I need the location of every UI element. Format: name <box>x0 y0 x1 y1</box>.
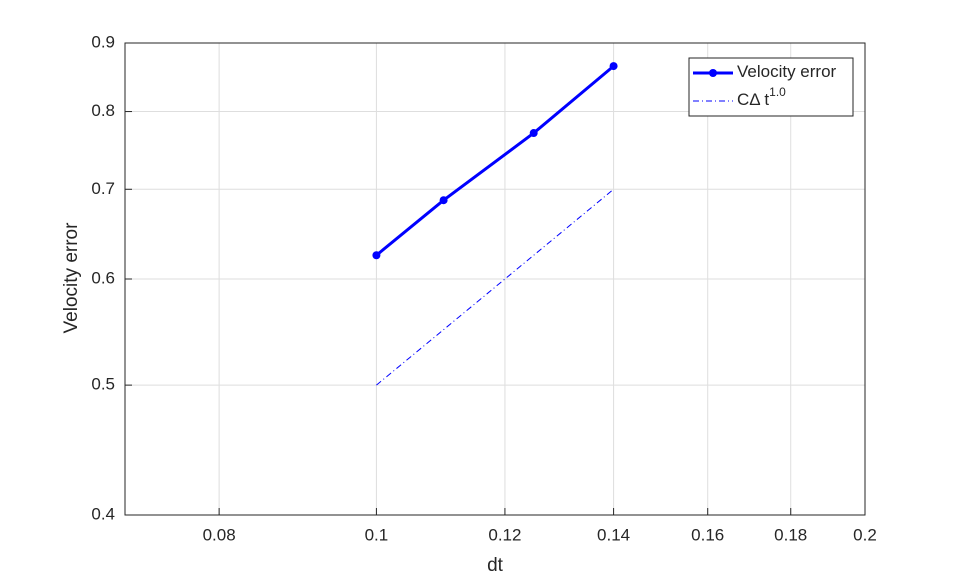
x-tick-label: 0.2 <box>853 525 877 544</box>
data-point <box>609 62 618 71</box>
x-tick-label: 0.18 <box>774 525 807 544</box>
legend-marker <box>709 69 717 77</box>
data-point <box>372 251 381 260</box>
y-tick-label: 0.7 <box>91 179 115 198</box>
y-tick-label: 0.8 <box>91 101 115 120</box>
x-axis-title: dt <box>487 555 504 576</box>
legend-label-superscript: 1.0 <box>769 85 786 99</box>
x-tick-label: 0.1 <box>365 525 389 544</box>
legend-label: Velocity error <box>737 62 837 81</box>
legend-label-text: CΔ t <box>737 90 769 109</box>
y-tick-label: 0.9 <box>91 32 115 51</box>
y-tick-label: 0.4 <box>91 504 115 523</box>
data-line <box>375 64 615 257</box>
y-axis-title: Velocity error <box>61 222 82 334</box>
legend-label: CΔ t1.0 <box>737 85 786 109</box>
y-tick-label: 0.6 <box>91 268 115 287</box>
data-point <box>439 196 448 205</box>
x-tick-label: 0.12 <box>488 525 521 544</box>
x-tick-label: 0.14 <box>597 525 630 544</box>
y-tick-label: 0.5 <box>91 375 115 394</box>
legend-label-text: Velocity error <box>737 62 837 81</box>
x-tick-label: 0.08 <box>203 525 236 544</box>
data-point <box>529 129 538 138</box>
legend-box <box>688 57 854 117</box>
x-tick-label: 0.16 <box>691 525 724 544</box>
data-line <box>376 188 614 386</box>
legend: Velocity error CΔ t1.0 <box>688 57 854 117</box>
